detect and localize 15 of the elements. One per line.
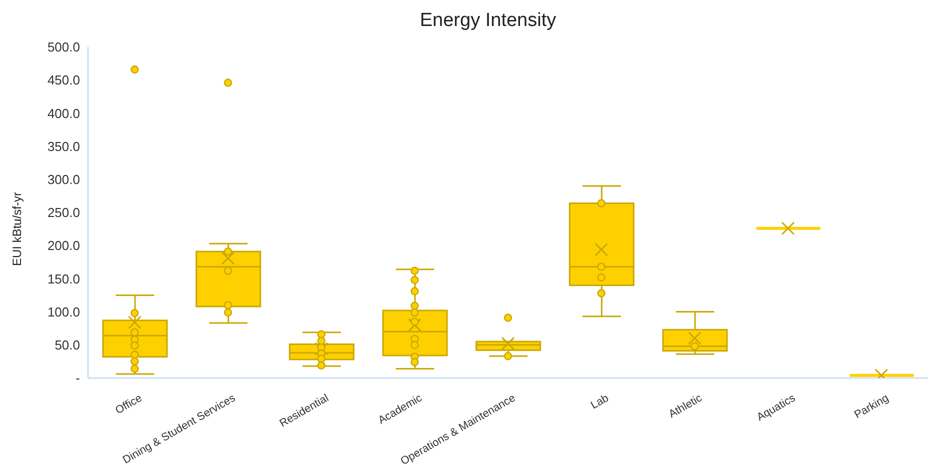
y-tick-label: 250.0 xyxy=(47,205,80,220)
chart-title: Energy Intensity xyxy=(418,10,558,32)
y-tick-label: 450.0 xyxy=(47,72,80,88)
y-tick-label: 400.0 xyxy=(47,106,80,121)
y-tick-label: 300.0 xyxy=(47,172,80,188)
y-tick-label: 500.0 xyxy=(47,40,80,55)
y-tick-label: 100.0 xyxy=(47,304,80,320)
y-axis-title: EUI kBtu/sf-yr xyxy=(10,192,24,266)
x-tick-label: Office xyxy=(113,392,144,417)
x-tick-label: Lab xyxy=(588,392,611,412)
y-tick-label: 50.0 xyxy=(54,338,80,353)
y-tick-label: - xyxy=(76,370,80,386)
y-tick-label: 200.0 xyxy=(47,238,80,254)
y-tick-label: 150.0 xyxy=(47,271,80,286)
y-tick-label: 350.0 xyxy=(47,138,80,154)
